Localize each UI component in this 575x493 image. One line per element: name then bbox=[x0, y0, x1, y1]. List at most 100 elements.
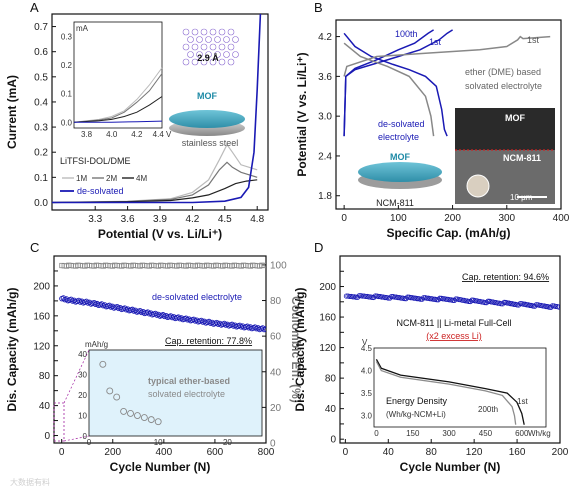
capacity-marker bbox=[106, 302, 113, 309]
energy-density-label: Energy Density bbox=[386, 396, 448, 406]
lattice-ring bbox=[223, 36, 230, 43]
capacity-marker bbox=[403, 296, 409, 302]
cycle-1-label: 1st bbox=[429, 37, 442, 47]
x-tick-label: 100 bbox=[390, 213, 407, 224]
capacity-marker bbox=[483, 300, 490, 306]
inset-y-label: V bbox=[362, 338, 368, 347]
capacity-marker bbox=[414, 296, 420, 302]
x-tick-label: 40 bbox=[383, 447, 395, 458]
y-tick-label: 80 bbox=[39, 371, 51, 382]
inset-x-tick-label: 10 bbox=[154, 438, 163, 447]
x-tick-label: 400 bbox=[155, 447, 172, 458]
x-tick-label: 800 bbox=[258, 447, 275, 458]
panel-letter: D bbox=[314, 240, 323, 255]
capacity-marker bbox=[451, 297, 457, 303]
capacity-marker bbox=[495, 300, 501, 306]
capacity-marker bbox=[99, 301, 105, 307]
y-tick-label: 160 bbox=[319, 313, 336, 324]
lattice-ring bbox=[200, 58, 208, 66]
capacity-marker bbox=[433, 297, 440, 303]
capacity-marker bbox=[213, 319, 220, 326]
inset-y-tick-label: 0.1 bbox=[61, 90, 73, 99]
sem-ncm-label: NCM-811 bbox=[503, 153, 541, 163]
series-group bbox=[343, 293, 560, 310]
x-tick-label: 160 bbox=[509, 447, 526, 458]
capacity-marker bbox=[190, 316, 197, 323]
capacity-marker bbox=[421, 295, 427, 301]
capacity-marker bbox=[443, 296, 449, 302]
capacity-marker bbox=[533, 302, 539, 308]
capacity-marker bbox=[259, 325, 266, 331]
inset-x-tick-label: 300 bbox=[442, 429, 456, 438]
inset-x-tick-label: 600 bbox=[515, 429, 529, 438]
desolvated-label-2: electrolyte bbox=[378, 132, 419, 142]
x-tick-label: 4.2 bbox=[185, 214, 199, 225]
x-axis-label: Cycle Number (N) bbox=[400, 460, 501, 474]
x-tick-label: 3.9 bbox=[153, 214, 167, 225]
capacity-marker bbox=[540, 303, 546, 309]
capacity-marker bbox=[446, 297, 453, 303]
legend-label: de-solvated bbox=[77, 186, 124, 196]
capacity-marker bbox=[469, 297, 475, 303]
capacity-marker bbox=[372, 293, 379, 299]
inset-y-tick-label: 10 bbox=[78, 412, 87, 421]
capacity-marker bbox=[435, 297, 441, 303]
capacity-marker bbox=[548, 304, 554, 310]
series-line bbox=[52, 14, 262, 204]
capacity-marker bbox=[60, 295, 67, 301]
inset-marker bbox=[147, 416, 155, 424]
lattice-ring bbox=[227, 43, 235, 51]
y-tick-label: 0.1 bbox=[34, 173, 48, 184]
inset-y-tick-label: 40 bbox=[78, 350, 87, 359]
y-tick-label: 120 bbox=[33, 341, 50, 352]
capacity-marker bbox=[532, 303, 538, 309]
inset-x-tick-label: 4.4 V bbox=[153, 130, 172, 139]
capacity-marker bbox=[129, 306, 136, 313]
capacity-marker bbox=[388, 293, 395, 300]
panel-B: 0 100 200 300 400 1.8 2.4 3.0 3.6 4.2 Specific Cap… bbox=[295, 0, 570, 240]
inset-y-tick-label: 3.0 bbox=[361, 412, 373, 421]
inset-x-tick-label: 150 bbox=[406, 429, 420, 438]
mof-lattice-icon bbox=[182, 28, 239, 66]
inset-y-label: mA bbox=[76, 24, 89, 33]
capacity-marker bbox=[392, 294, 398, 300]
legend-label: 4M bbox=[136, 174, 147, 183]
inset-y-tick-label: 0.2 bbox=[61, 61, 73, 70]
capacity-marker bbox=[524, 302, 530, 308]
y-tick-label: 1.8 bbox=[318, 191, 332, 202]
inset-y-tick-label: 4.5 bbox=[361, 344, 373, 353]
capacity-marker bbox=[475, 298, 482, 304]
capacity-marker bbox=[504, 300, 511, 306]
capacity-marker bbox=[379, 294, 385, 300]
sem-mof-label: MOF bbox=[505, 113, 525, 123]
capacity-marker bbox=[387, 295, 393, 301]
lattice-ring bbox=[218, 58, 226, 66]
inset-y-tick-label: 30 bbox=[78, 371, 87, 380]
capacity-marker bbox=[91, 299, 97, 306]
capacity-marker bbox=[401, 295, 407, 302]
capacity-marker bbox=[527, 302, 533, 308]
y-tick-label: 0 bbox=[330, 435, 336, 446]
inset-series-line bbox=[73, 67, 163, 123]
series-group bbox=[343, 29, 551, 137]
inset-series-line bbox=[375, 361, 517, 425]
lattice-ring bbox=[232, 51, 239, 58]
y2-axis-label: Coulombic Eff. (%) bbox=[289, 296, 303, 403]
x-tick-label: 3.6 bbox=[121, 214, 135, 225]
inset-x-tick-label: 0 bbox=[87, 438, 92, 447]
capacity-marker bbox=[353, 294, 359, 300]
capacity-marker bbox=[485, 298, 491, 304]
capacity-marker bbox=[520, 301, 527, 307]
y-tick-label: 0.2 bbox=[34, 148, 48, 159]
y-tick-label: 0.0 bbox=[34, 198, 48, 209]
inset-x-tick-label: 0 bbox=[374, 429, 379, 438]
series-group bbox=[59, 262, 266, 333]
panel-letter: B bbox=[314, 0, 323, 15]
zoom-line bbox=[63, 349, 90, 404]
capacity-marker bbox=[419, 296, 425, 302]
series-line bbox=[343, 42, 435, 137]
capacity-marker bbox=[546, 304, 552, 310]
x-tick-label: 400 bbox=[553, 213, 570, 224]
capacity-marker bbox=[556, 304, 560, 310]
